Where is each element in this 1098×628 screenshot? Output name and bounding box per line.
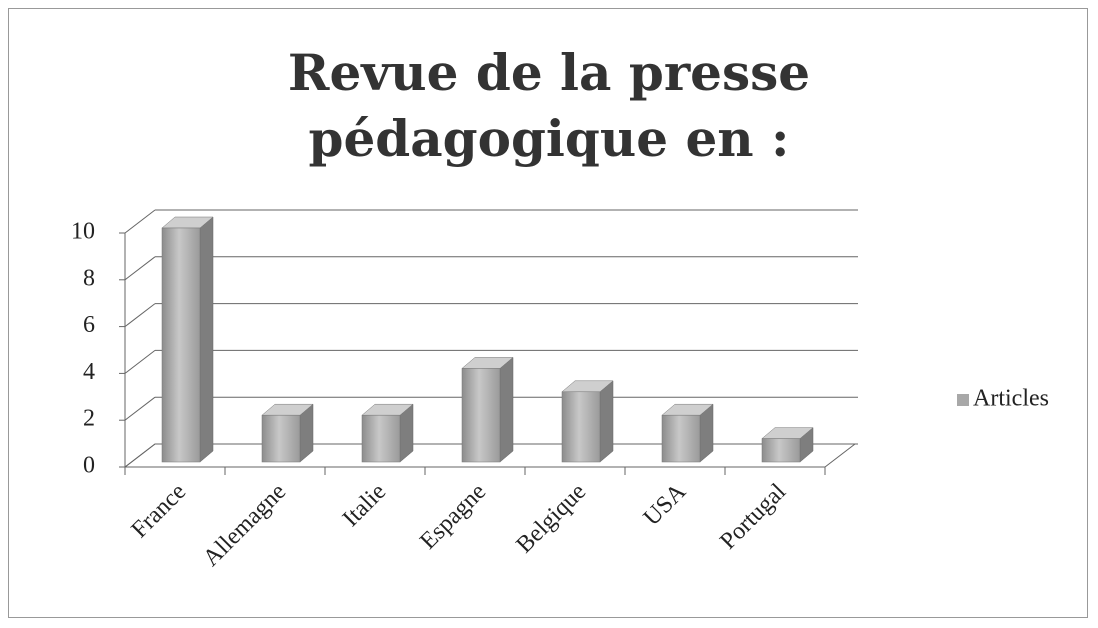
grid-line <box>124 443 156 468</box>
bar <box>561 391 601 463</box>
bar <box>161 227 201 463</box>
grid-line <box>124 303 156 327</box>
x-tick-label: Espagne <box>415 479 491 555</box>
y-tick-label: 4 <box>83 359 95 385</box>
bar <box>661 414 701 463</box>
y-tick-label: 6 <box>83 312 95 338</box>
bar <box>361 414 401 463</box>
x-tick-label: Belgique <box>511 479 591 559</box>
bar-side <box>199 216 214 463</box>
grid-line <box>124 256 156 281</box>
y-tick-label: 10 <box>71 219 95 245</box>
y-tick-label: 8 <box>83 265 95 291</box>
x-tick-label: France <box>127 479 192 544</box>
legend-label: Articles <box>973 386 1049 412</box>
y-tick-label: 0 <box>83 453 95 479</box>
bar-side <box>499 356 514 463</box>
bar <box>461 368 501 463</box>
x-tick-label: USA <box>639 478 692 531</box>
chart-title: Revue de la presse pédagogique en : <box>287 43 811 168</box>
grid-line <box>124 209 156 234</box>
bar <box>261 414 301 463</box>
bar <box>761 438 801 463</box>
x-tick-label: Portugal <box>715 479 791 555</box>
x-tick-label: Italie <box>338 479 391 532</box>
legend-swatch <box>957 394 969 406</box>
x-tick-label: Allemagne <box>198 479 291 572</box>
chart-frame <box>8 8 1088 618</box>
grid-line <box>124 350 156 374</box>
bar-side <box>599 380 614 463</box>
grid-line <box>124 396 156 421</box>
y-tick-label: 2 <box>83 406 95 432</box>
